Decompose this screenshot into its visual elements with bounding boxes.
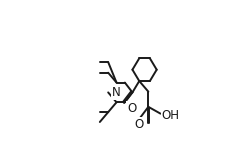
Text: OH: OH xyxy=(161,109,178,122)
Text: O: O xyxy=(134,118,143,131)
Text: O: O xyxy=(126,102,136,115)
Text: N: N xyxy=(112,86,120,99)
